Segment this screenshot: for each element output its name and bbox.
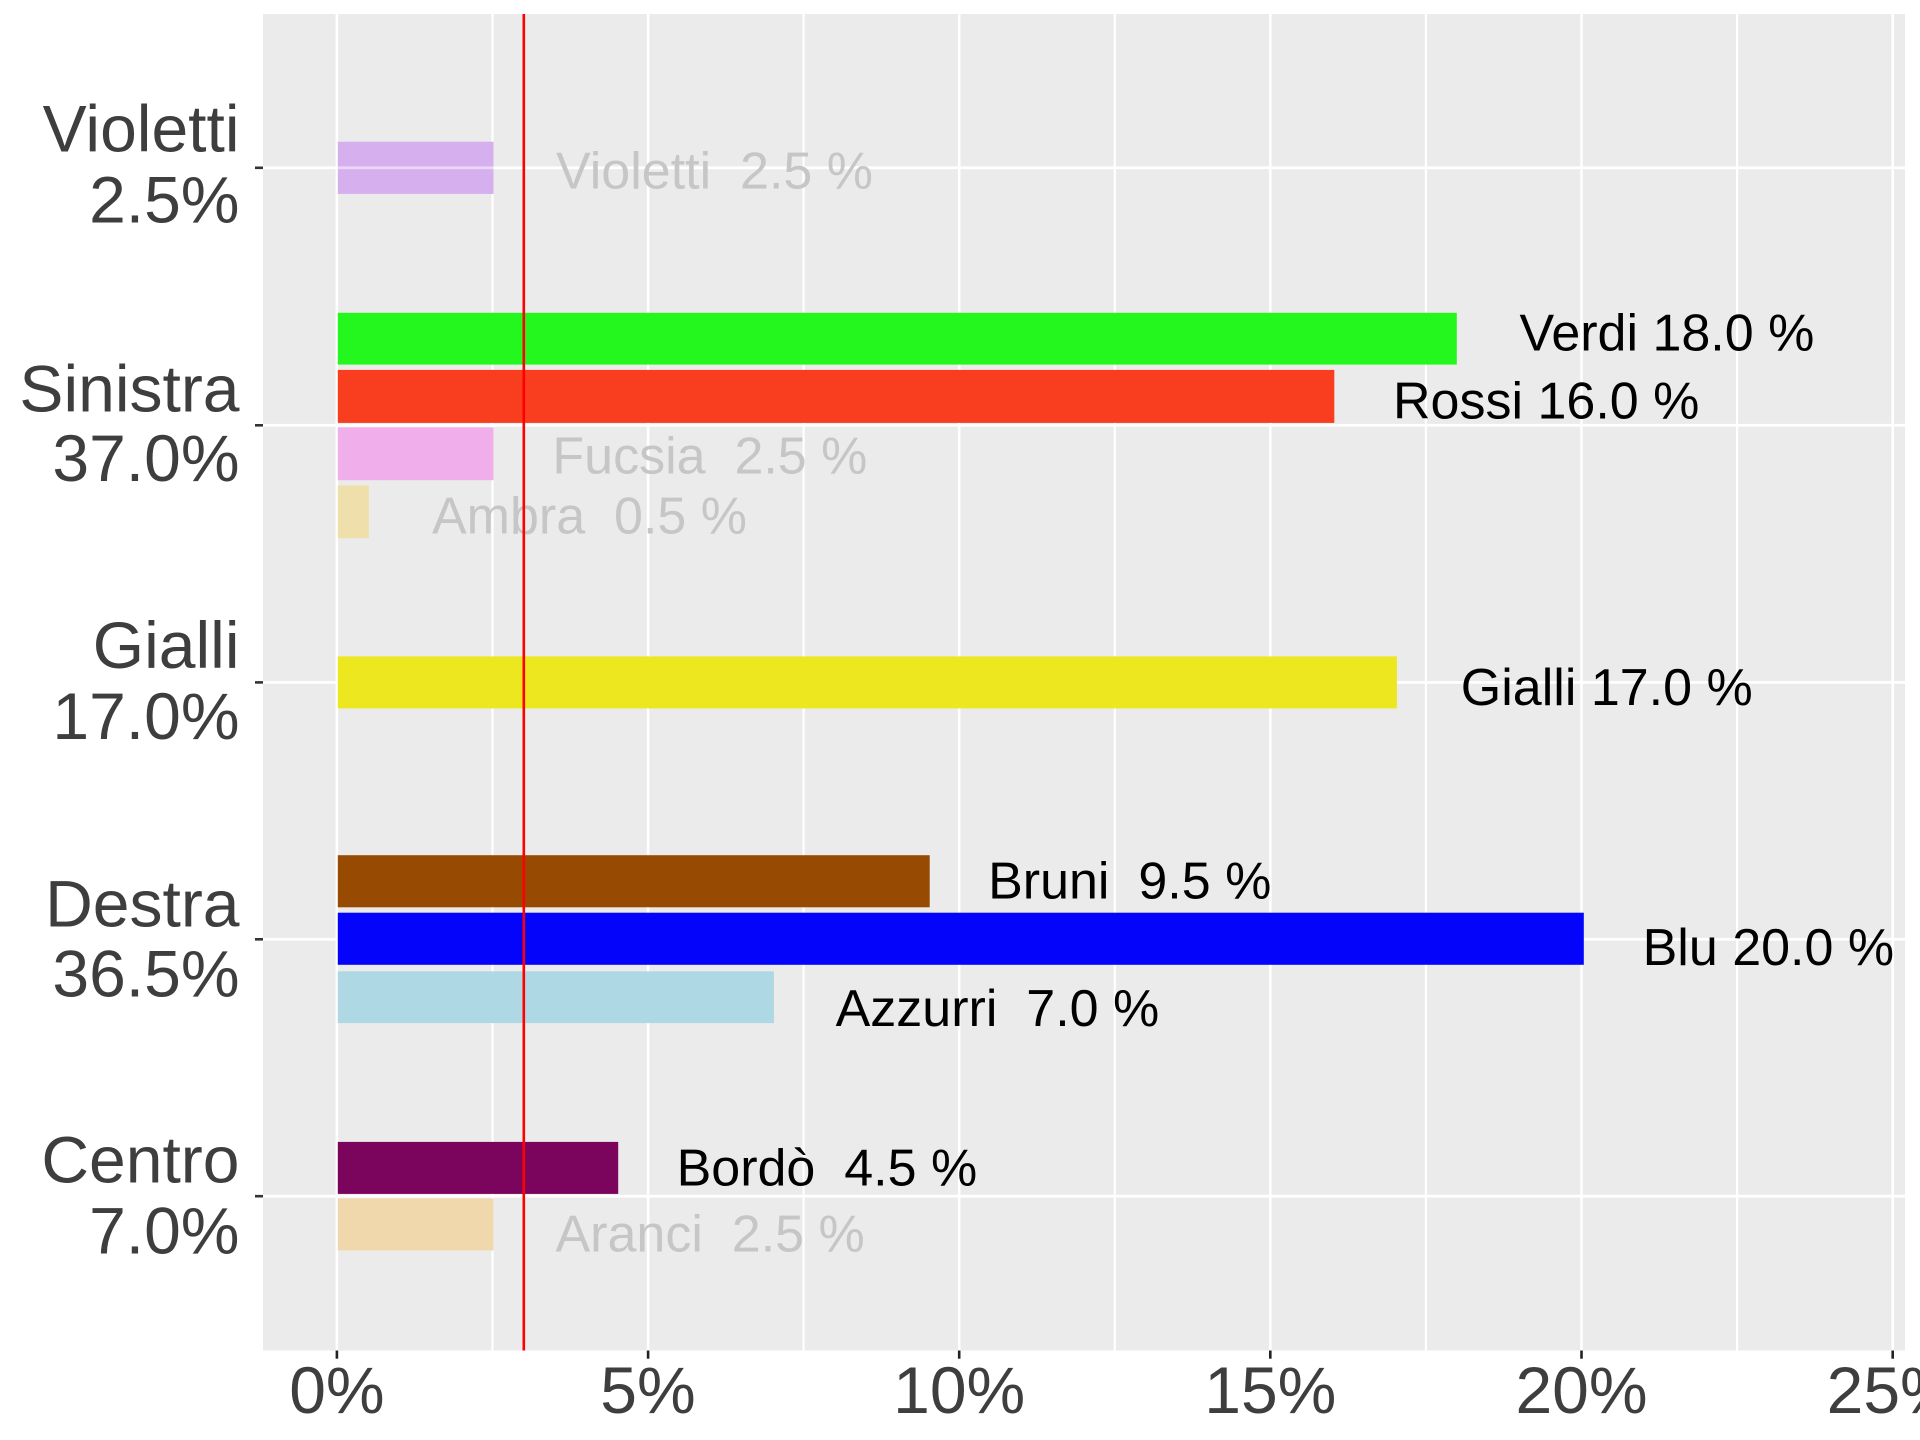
svg-text:Bordò 4.5 %: Bordò 4.5 % — [677, 1139, 978, 1197]
svg-text:Gialli: Gialli — [93, 608, 240, 682]
svg-text:Destra: Destra — [45, 866, 240, 940]
svg-text:Aranci 2.5 %: Aranci 2.5 % — [556, 1205, 865, 1263]
svg-text:Blu 20.0 %: Blu 20.0 % — [1643, 919, 1895, 977]
svg-text:25%: 25% — [1827, 1353, 1920, 1427]
svg-text:Verdi 18.0 %: Verdi 18.0 % — [1520, 304, 1815, 362]
svg-text:Rossi 16.0 %: Rossi 16.0 % — [1393, 373, 1699, 431]
svg-text:Sinistra: Sinistra — [19, 351, 239, 425]
svg-text:37.0%: 37.0% — [52, 421, 239, 495]
svg-text:Bruni 9.5 %: Bruni 9.5 % — [988, 852, 1271, 910]
svg-text:17.0%: 17.0% — [52, 679, 239, 753]
svg-text:2.5%: 2.5% — [89, 162, 239, 236]
svg-text:20%: 20% — [1515, 1353, 1647, 1427]
svg-text:Violetti 2.5 %: Violetti 2.5 % — [556, 142, 873, 200]
svg-text:7.0%: 7.0% — [89, 1194, 239, 1268]
svg-text:36.5%: 36.5% — [52, 937, 239, 1011]
svg-text:Azzurri 7.0 %: Azzurri 7.0 % — [836, 980, 1160, 1038]
svg-text:Ambra 0.5 %: Ambra 0.5 % — [432, 487, 747, 545]
svg-text:Centro: Centro — [41, 1123, 239, 1197]
svg-text:0%: 0% — [289, 1353, 384, 1427]
svg-text:Fucsia 2.5 %: Fucsia 2.5 % — [552, 427, 867, 485]
svg-text:Violetti: Violetti — [43, 92, 240, 166]
svg-text:10%: 10% — [893, 1353, 1025, 1427]
svg-text:15%: 15% — [1204, 1353, 1336, 1427]
svg-text:5%: 5% — [600, 1353, 695, 1427]
svg-text:Gialli 17.0 %: Gialli 17.0 % — [1461, 659, 1753, 717]
